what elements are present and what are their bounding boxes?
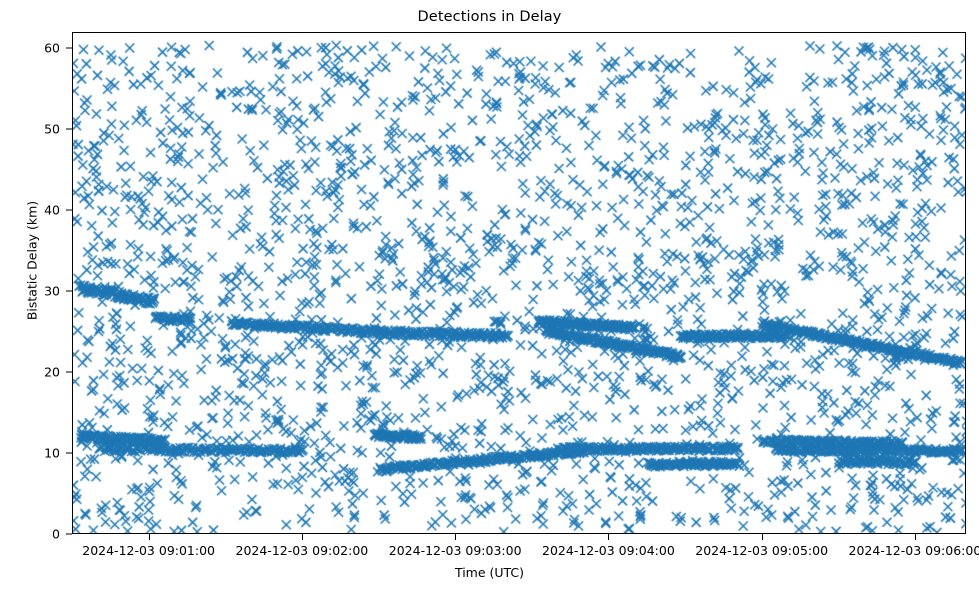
x-tick-label: 2024-12-03 09:04:00: [542, 543, 675, 558]
x-tick-label: 2024-12-03 09:02:00: [235, 543, 369, 558]
x-tick-label: 2024-12-03 09:06:00: [848, 543, 979, 558]
y-tick-label: 60: [44, 40, 60, 56]
x-tick-label: 2024-12-03 09:03:00: [388, 543, 522, 558]
x-tick-mark: [761, 534, 763, 540]
plot-axes-area: [72, 32, 966, 534]
y-tick-label: 0: [52, 526, 60, 542]
x-tick-mark: [301, 534, 303, 540]
x-tick-mark: [148, 534, 150, 540]
chart-title: Detections in Delay: [417, 9, 562, 25]
x-tick-mark: [914, 534, 916, 540]
scatter-plot-canvas: [73, 33, 965, 533]
x-axis-label: Time (UTC): [454, 565, 525, 580]
x-tick-label: 2024-12-03 09:01:00: [82, 543, 216, 558]
x-tick-label: 2024-12-03 09:05:00: [695, 543, 829, 558]
y-tick-label: 10: [44, 445, 60, 461]
y-axis-label: Bistatic Delay (km): [24, 200, 40, 321]
x-tick-mark: [455, 534, 457, 540]
x-tick-mark: [608, 534, 610, 540]
